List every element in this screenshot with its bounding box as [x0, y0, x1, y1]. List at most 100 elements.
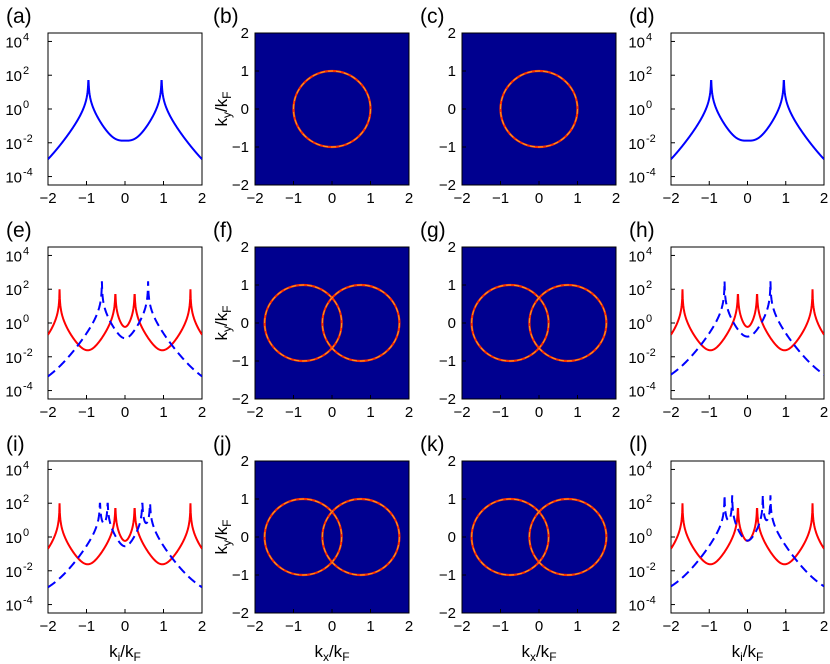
- y-tick-exponent: 4: [646, 245, 652, 257]
- x-label-sub: F: [342, 650, 349, 664]
- y-tick-label: 10: [628, 34, 645, 51]
- series-group: [48, 79, 202, 160]
- x-label-k: k: [521, 642, 530, 661]
- plot-frame: [47, 460, 203, 614]
- x-tick-label: −1: [285, 618, 302, 635]
- y-axis-label: ky/kF: [212, 519, 234, 554]
- y-tick-label: 10: [5, 282, 22, 299]
- plot-frame: [670, 246, 825, 400]
- x-label-k: k: [314, 642, 323, 661]
- y-tick-label: 10: [5, 68, 22, 85]
- dashed-series-line: [48, 502, 202, 589]
- y-label-sub: y: [220, 326, 234, 332]
- y-axis-label: ky/kF: [212, 91, 234, 126]
- x-tick-label: −1: [492, 190, 509, 207]
- heatmap-background: [462, 247, 616, 399]
- solid-series-line: [48, 503, 202, 566]
- x-tick-label: 0: [328, 618, 336, 635]
- series-group: [48, 281, 202, 378]
- x-tick-label: 1: [573, 190, 581, 207]
- y-tick-label: −2: [439, 177, 456, 194]
- y-tick-label: 2: [448, 25, 456, 42]
- x-tick-label: 0: [535, 190, 543, 207]
- y-label-slash: /k: [212, 98, 231, 112]
- x-tick-label: 1: [782, 190, 790, 207]
- y-tick-label: 10: [628, 316, 645, 333]
- y-tick-exponent: -4: [23, 595, 33, 607]
- x-label-slash: /k: [743, 642, 757, 661]
- y-tick-label: 10: [5, 136, 22, 153]
- y-tick-exponent: 4: [23, 245, 29, 257]
- y-tick-label: 10: [628, 462, 645, 479]
- x-tick-label: 0: [535, 618, 543, 635]
- y-tick-exponent: -4: [646, 167, 656, 179]
- y-tick-label: 0: [241, 315, 249, 332]
- heatmap-background: [255, 33, 409, 185]
- series-group: [671, 281, 824, 376]
- x-tick-label: −2: [39, 618, 56, 635]
- x-label-sub: x: [530, 650, 536, 664]
- panel-label: (i): [6, 433, 25, 456]
- y-tick-label: 10: [5, 462, 22, 479]
- x-tick-label: 2: [612, 190, 620, 207]
- x-tick-label: 1: [366, 618, 374, 635]
- y-tick-label: 2: [241, 453, 249, 470]
- y-tick-label: 10: [628, 170, 645, 187]
- x-label-slash: /k: [120, 642, 134, 661]
- dashed-series-line: [671, 281, 824, 376]
- y-tick-label: 1: [241, 277, 249, 294]
- x-tick-label: 1: [573, 404, 581, 421]
- y-tick-label: −1: [439, 139, 456, 156]
- y-tick-label: 1: [241, 491, 249, 508]
- x-tick-label: 2: [198, 618, 206, 635]
- x-label-sub: F: [549, 650, 556, 664]
- y-tick-exponent: 2: [23, 493, 29, 505]
- x-label-sub: F: [756, 650, 763, 664]
- y-tick-label: 10: [5, 170, 22, 187]
- x-tick-label: 0: [328, 404, 336, 421]
- fermi-circle-highlight: [528, 284, 607, 362]
- y-tick-label: 1: [241, 63, 249, 80]
- y-tick-exponent: 2: [646, 493, 652, 505]
- y-axis-label: ky/kF: [212, 305, 234, 340]
- y-tick-label: 0: [241, 529, 249, 546]
- y-tick-label: 10: [5, 530, 22, 547]
- y-tick-label: 1: [448, 491, 456, 508]
- x-tick-label: 0: [743, 404, 751, 421]
- y-label-sub: F: [220, 305, 234, 312]
- series-group: [671, 79, 824, 160]
- fermi-surface-group: [470, 283, 608, 363]
- x-tick-label: −1: [285, 404, 302, 421]
- panel-g: (g) −2 −1 0 1 2 −2 −1 0 1 2: [420, 219, 620, 421]
- panel-c: (c) −2 −1 0 1 2 −2 −1 0 1 2: [420, 5, 620, 207]
- y-tick-exponent: -4: [23, 167, 33, 179]
- y-tick-exponent: 2: [23, 279, 29, 291]
- y-tick-exponent: 4: [23, 31, 29, 43]
- y-tick-label: 0: [448, 101, 456, 118]
- x-tick-label: 1: [159, 404, 167, 421]
- x-tick-label: −1: [492, 618, 509, 635]
- x-axis-label: ki/kF: [732, 642, 764, 664]
- y-tick-label: 10: [5, 350, 22, 367]
- x-tick-label: −2: [453, 404, 470, 421]
- x-tick-label: 2: [198, 404, 206, 421]
- heatmap-background: [255, 461, 409, 613]
- panel-label: (f): [213, 219, 233, 242]
- y-label-sub: y: [220, 112, 234, 118]
- x-tick-label: 0: [328, 190, 336, 207]
- solid-series-line: [48, 79, 202, 160]
- x-tick-label: 1: [782, 404, 790, 421]
- x-tick-label: 1: [573, 618, 581, 635]
- x-tick-label: −1: [78, 404, 95, 421]
- fermi-surface-group: [263, 283, 401, 363]
- y-tick-exponent: -2: [646, 347, 656, 359]
- x-label-slash: /k: [329, 642, 343, 661]
- x-label-k: k: [732, 642, 741, 661]
- y-tick-label: 10: [5, 496, 22, 513]
- x-label-sub: x: [323, 650, 329, 664]
- fermi-surface-group: [263, 497, 401, 577]
- heatmap-background: [462, 33, 616, 185]
